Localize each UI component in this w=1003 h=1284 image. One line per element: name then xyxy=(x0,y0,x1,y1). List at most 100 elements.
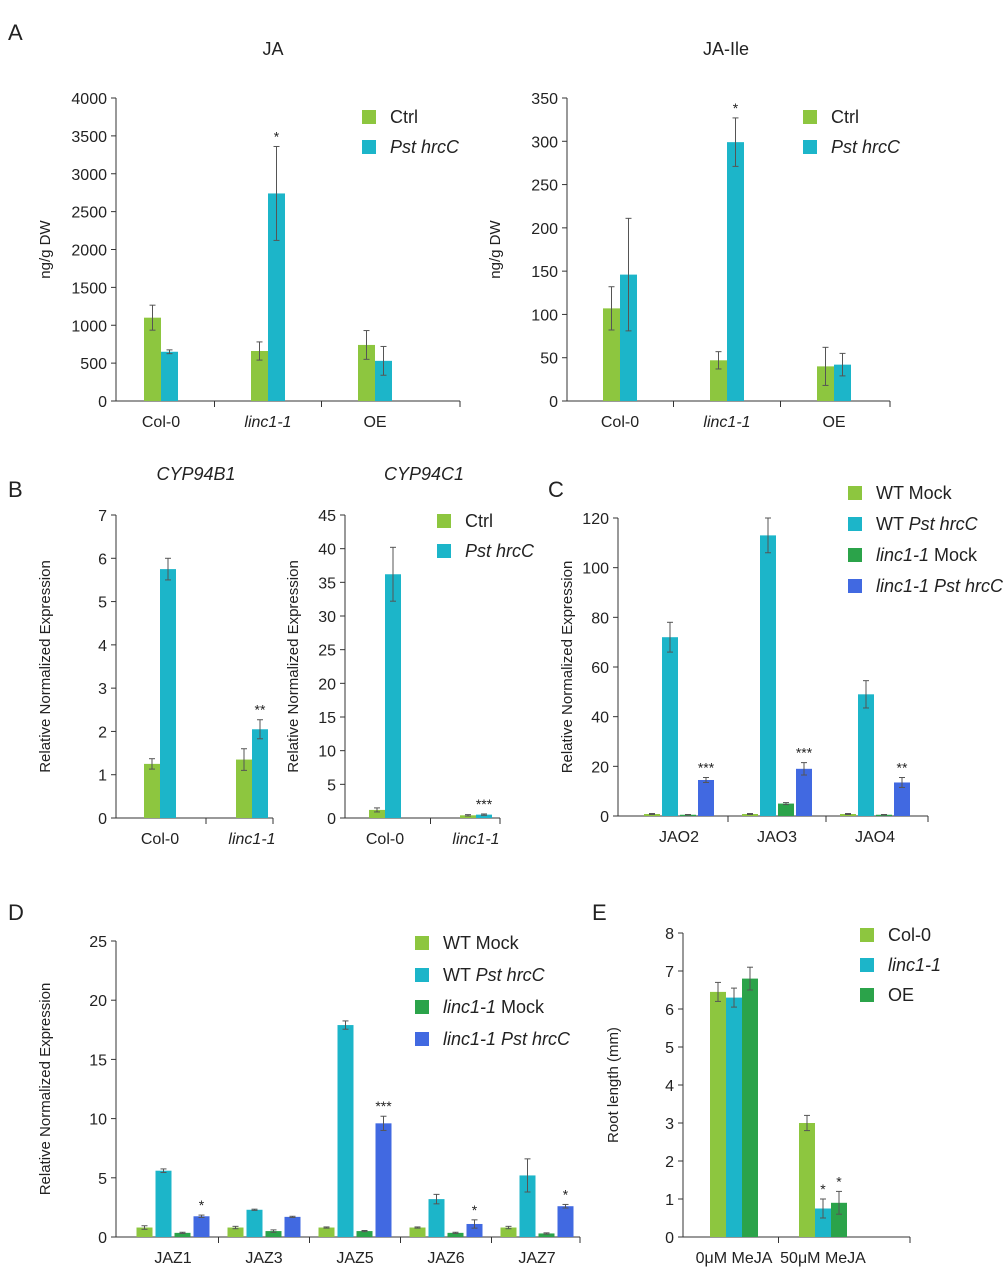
legend-label: Ctrl xyxy=(831,107,859,127)
bar-linc1-1-pst-hrcc-jaz7 xyxy=(557,1206,574,1237)
x-tick-label: linc1-1 xyxy=(228,831,275,848)
legend-swatch xyxy=(860,958,874,972)
y-tick-label: 500 xyxy=(80,356,107,373)
bar-pst-hrcc-linc1-1 xyxy=(268,193,285,401)
y-tick-label: 1500 xyxy=(71,280,107,297)
significance-marker: *** xyxy=(698,760,715,776)
x-tick-label: Col-0 xyxy=(601,414,639,431)
y-tick-label: 120 xyxy=(582,511,609,528)
y-tick-label: 0 xyxy=(98,1230,107,1247)
significance-marker: ** xyxy=(897,760,908,776)
bar-linc1-1-pst-hrcc-jao3 xyxy=(796,768,812,816)
bar-pst-hrcc-col-0 xyxy=(620,274,637,401)
x-tick-label: JAZ3 xyxy=(245,1250,282,1267)
bar-wt-mock-jaz1 xyxy=(136,1227,153,1237)
chart-title: JA-Ile xyxy=(703,39,749,59)
y-axis-label: Relative Normalized Expression xyxy=(37,560,54,773)
legend: Ctrl Pst hrcC xyxy=(362,107,460,157)
x-tick-label: Col-0 xyxy=(366,831,404,848)
bar-col-0-0μm-meja xyxy=(710,991,726,1237)
significance-marker: * xyxy=(563,1186,569,1202)
legend: Ctrl Pst hrcC xyxy=(803,107,901,157)
bar-wt-mock-jaz7 xyxy=(500,1227,517,1237)
y-tick-label: 5 xyxy=(327,777,336,794)
y-tick-label: 25 xyxy=(89,934,107,951)
bar-oe-50μm-meja xyxy=(831,1202,847,1237)
legend-label-part: linc1-1 xyxy=(443,997,496,1017)
legend-swatch xyxy=(803,140,817,154)
bar-linc1-1-mock-jaz3 xyxy=(265,1231,282,1237)
y-tick-label: 25 xyxy=(318,643,336,660)
bar-wt-pst-hrcc-jaz7 xyxy=(519,1175,536,1237)
y-tick-label: 1 xyxy=(98,768,107,785)
x-tick-label: JAZ1 xyxy=(154,1250,191,1267)
y-tick-label: 30 xyxy=(318,609,336,626)
y-tick-label: 0 xyxy=(600,809,609,826)
significance-marker: *** xyxy=(375,1098,392,1114)
legend: Col-0 linc1-1 OE xyxy=(860,925,941,1005)
bar-oe-0μm-meja xyxy=(742,978,758,1237)
y-tick-label: 0 xyxy=(98,811,107,828)
legend-label: Ctrl xyxy=(390,107,418,127)
y-tick-label: 100 xyxy=(531,307,558,324)
y-tick-label: 0 xyxy=(98,394,107,411)
legend-label-part: Pst hrcC xyxy=(476,965,546,985)
bar-pst-hrcc-oe xyxy=(834,364,851,401)
legend-swatch xyxy=(415,1032,429,1046)
bar-ctrl-col-0 xyxy=(603,308,620,401)
legend-label: WT Mock xyxy=(443,933,520,953)
significance-marker: * xyxy=(472,1202,478,1218)
legend: Ctrl Pst hrcC xyxy=(437,511,535,561)
chart-b2: CYP94C1 0 5 10 15 20 25 30 35 40 45 Relative Normal… xyxy=(285,464,535,848)
y-tick-label: 2 xyxy=(98,724,107,741)
legend-label: OE xyxy=(888,985,914,1005)
bar-wt-mock-jaz5 xyxy=(318,1227,335,1237)
bar-wt-pst-hrcc-jao2 xyxy=(662,637,678,816)
bar-wt-pst-hrcc-jao3 xyxy=(760,535,776,816)
y-tick-label: 350 xyxy=(531,91,558,108)
y-tick-label: 80 xyxy=(591,610,609,627)
bar-wt-pst-hrcc-jao4 xyxy=(858,694,874,816)
y-tick-label: 6 xyxy=(665,1002,674,1019)
legend-label-part: linc1-1 xyxy=(443,1029,496,1049)
legend-label: linc1-1 Mock xyxy=(876,545,978,565)
y-tick-label: 3000 xyxy=(71,167,107,184)
x-tick-label: linc1-1 xyxy=(244,414,291,431)
chart-a2: JA-Ile 0 50 100 150 200 250 300 350 ng/g DW Col-0 l… xyxy=(487,39,901,431)
chart-title: CYP94C1 xyxy=(384,464,464,484)
panel-label-e: E xyxy=(592,900,607,925)
y-tick-label: 1000 xyxy=(71,318,107,335)
legend-swatch xyxy=(848,579,862,593)
y-tick-label: 250 xyxy=(531,178,558,195)
bar-linc1-1-50μm-meja xyxy=(815,1208,831,1237)
legend-swatch xyxy=(437,544,451,558)
legend-swatch xyxy=(437,514,451,528)
y-tick-label: 3 xyxy=(98,681,107,698)
y-tick-label: 5 xyxy=(665,1040,674,1057)
bar-pst-hrcc-oe xyxy=(375,360,392,401)
bar-pst-hrcc-linc1-1 xyxy=(252,729,268,818)
y-axis-label: Root length (mm) xyxy=(605,1027,622,1143)
y-axis-label: ng/g DW xyxy=(37,219,54,278)
bar-wt-pst-hrcc-jaz3 xyxy=(246,1209,263,1237)
y-tick-label: 150 xyxy=(531,264,558,281)
legend-label: linc1-1 Pst hrcC xyxy=(443,1029,571,1049)
y-tick-label: 100 xyxy=(582,561,609,578)
bar-ctrl-linc1-1 xyxy=(236,759,252,818)
significance-marker: * xyxy=(274,128,280,144)
bar-linc1-1-pst-hrcc-jaz5 xyxy=(375,1123,392,1237)
y-tick-label: 7 xyxy=(665,964,674,981)
bar-pst-hrcc-col-0 xyxy=(161,351,178,401)
chart-c: 0 20 40 60 80 100 120 Relative Normalized Expre… xyxy=(559,483,1003,846)
y-tick-label: 6 xyxy=(98,551,107,568)
y-tick-label: 2000 xyxy=(71,243,107,260)
significance-marker: ** xyxy=(255,702,266,718)
bar-ctrl-linc1-1 xyxy=(460,815,476,818)
y-tick-label: 10 xyxy=(89,1112,107,1129)
panel-label-c: C xyxy=(548,477,564,502)
legend-label-part: Pst hrcC xyxy=(929,576,1003,596)
x-tick-label: JAZ6 xyxy=(427,1250,464,1267)
legend-swatch xyxy=(860,988,874,1002)
